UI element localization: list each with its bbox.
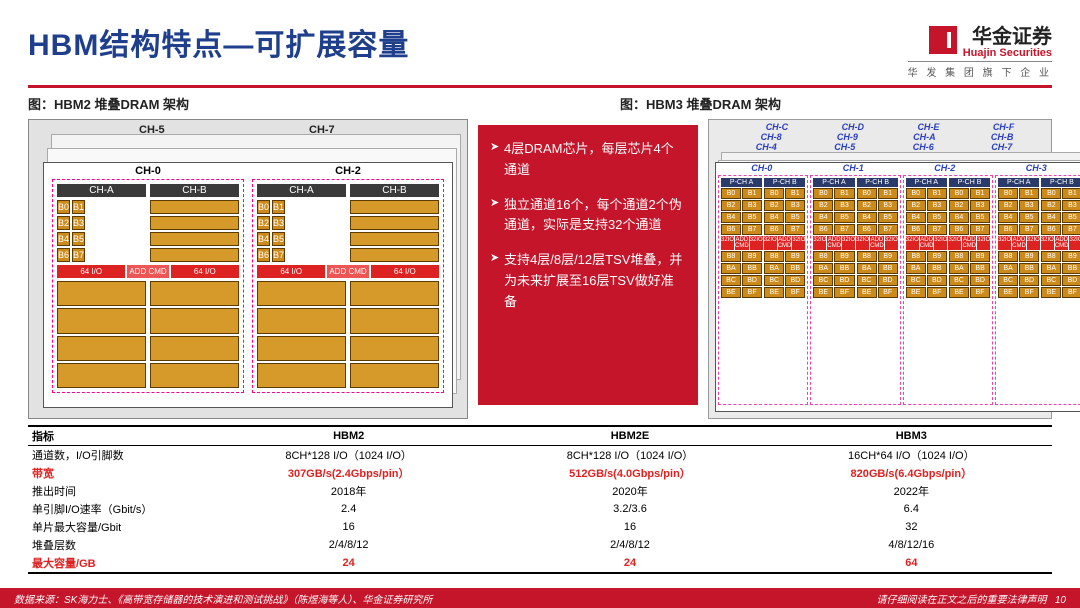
footer-bar: 数据来源：SK海力士、《高带宽存储器的技术演进和测试挑战》（陈煜海等人）、华金证… — [0, 588, 1080, 608]
hbm2-diagram: CH-5 CH-7 CH-4 CH-6 CH-1 CH-3 CH-0 CH-2 … — [28, 119, 468, 419]
footer-legal: 请仔细阅读在正文之后的重要法律声明 10 — [877, 591, 1066, 606]
spec-table: 指标HBM2HBM2EHBM3 通道数，I/O引脚数8CH*128 I/O（10… — [28, 425, 1052, 574]
divider — [28, 85, 1052, 88]
footer-source: 数据来源：SK海力士、《高带宽存储器的技术演进和测试挑战》（陈煜海等人）、华金证… — [14, 591, 432, 606]
hbm3-diagram: CH-CCH-DCH-ECH-FCH-8CH-9CH-ACH-BCH-4CH-5… — [708, 119, 1052, 419]
slide-title: HBM结构特点—可扩展容量 — [28, 20, 409, 64]
logo-icon — [929, 26, 957, 54]
feature-bullets: 4层DRAM芯片，每层芯片4个通道独立通道16个，每个通道2个伪通道，实际是支持… — [478, 125, 698, 405]
logo-sub: 华 发 集 团 旗 下 企 业 — [908, 61, 1052, 79]
caption-right: 图：HBM3 堆叠DRAM 架构 — [620, 94, 1052, 113]
company-logo: 华金证券 Huajin Securities 华 发 集 团 旗 下 企 业 — [908, 20, 1052, 79]
caption-left: 图：HBM2 堆叠DRAM 架构 — [28, 94, 460, 113]
logo-en: Huajin Securities — [963, 47, 1052, 59]
logo-cn: 华金证券 — [963, 20, 1052, 49]
